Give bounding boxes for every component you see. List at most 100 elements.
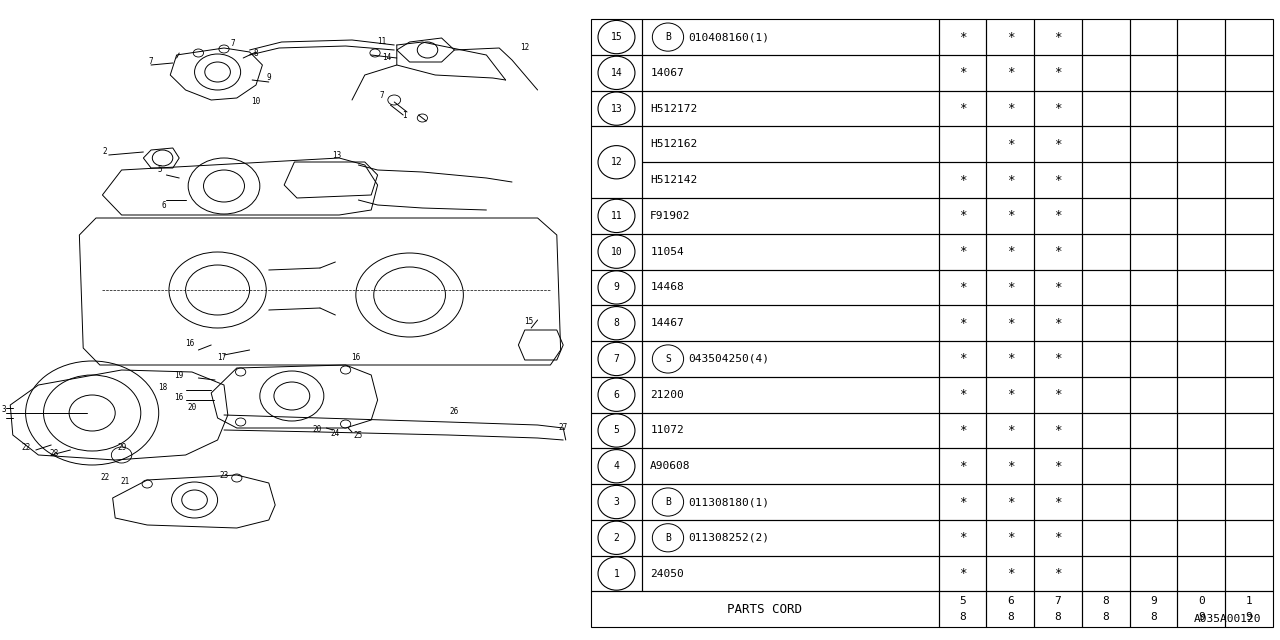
Bar xyxy=(643,269,938,305)
Text: *: * xyxy=(959,281,966,294)
Bar xyxy=(591,556,643,591)
Bar xyxy=(938,269,987,305)
Text: H512142: H512142 xyxy=(650,175,698,185)
Bar xyxy=(1225,127,1272,163)
Text: *: * xyxy=(959,424,966,437)
Text: 23: 23 xyxy=(219,470,229,479)
Text: 4: 4 xyxy=(613,461,620,471)
Bar xyxy=(643,234,938,269)
Text: 26: 26 xyxy=(449,408,460,417)
Text: *: * xyxy=(959,388,966,401)
Text: *: * xyxy=(1055,173,1062,187)
Bar xyxy=(1130,591,1178,627)
Text: 12: 12 xyxy=(611,157,622,167)
Bar xyxy=(987,163,1034,198)
Bar xyxy=(1225,377,1272,413)
Text: *: * xyxy=(1006,567,1014,580)
Bar xyxy=(1225,556,1272,591)
Bar xyxy=(643,520,938,556)
Text: 24050: 24050 xyxy=(650,568,684,579)
Bar xyxy=(1178,591,1225,627)
Bar xyxy=(1178,127,1225,163)
Text: 5: 5 xyxy=(613,426,620,435)
Bar xyxy=(987,341,1034,377)
Text: 7: 7 xyxy=(613,354,620,364)
Bar xyxy=(987,591,1034,627)
Bar xyxy=(1082,198,1130,234)
Bar xyxy=(1225,198,1272,234)
Text: *: * xyxy=(1006,173,1014,187)
Text: 2: 2 xyxy=(613,532,620,543)
Bar xyxy=(1082,305,1130,341)
Text: *: * xyxy=(959,245,966,258)
Bar xyxy=(987,305,1034,341)
Bar xyxy=(1082,591,1130,627)
Text: *: * xyxy=(959,31,966,44)
Bar xyxy=(938,234,987,269)
Text: H512162: H512162 xyxy=(650,140,698,149)
Text: *: * xyxy=(1006,531,1014,544)
Text: *: * xyxy=(1006,138,1014,151)
Bar xyxy=(1034,449,1082,484)
Bar xyxy=(643,305,938,341)
Bar xyxy=(1082,341,1130,377)
Bar xyxy=(1082,163,1130,198)
Bar xyxy=(1034,269,1082,305)
Text: *: * xyxy=(1055,460,1062,473)
Text: *: * xyxy=(959,67,966,79)
Bar xyxy=(1225,269,1272,305)
Bar xyxy=(1034,484,1082,520)
Bar xyxy=(1225,19,1272,55)
Text: 6: 6 xyxy=(1007,596,1014,607)
Text: 10: 10 xyxy=(611,246,622,257)
Bar xyxy=(987,484,1034,520)
Text: *: * xyxy=(1006,495,1014,509)
Text: 15: 15 xyxy=(524,317,534,326)
Text: 2: 2 xyxy=(102,147,108,157)
Bar xyxy=(938,127,987,163)
Text: B: B xyxy=(666,32,671,42)
Text: 9: 9 xyxy=(266,74,271,83)
Text: B: B xyxy=(666,497,671,507)
Text: 14: 14 xyxy=(381,54,392,63)
Text: 1: 1 xyxy=(1245,596,1252,607)
Bar xyxy=(591,127,643,198)
Bar xyxy=(591,449,643,484)
Bar xyxy=(938,591,987,627)
Bar xyxy=(591,234,643,269)
Text: 17: 17 xyxy=(216,353,227,362)
Bar xyxy=(1178,520,1225,556)
Bar xyxy=(1034,556,1082,591)
Text: 21: 21 xyxy=(120,477,131,486)
Text: 5: 5 xyxy=(157,166,163,175)
Text: 13: 13 xyxy=(611,104,622,114)
Bar xyxy=(591,413,643,449)
Text: 0: 0 xyxy=(1198,596,1204,607)
Text: *: * xyxy=(1055,388,1062,401)
Bar xyxy=(987,91,1034,127)
Bar xyxy=(643,449,938,484)
Text: 1: 1 xyxy=(402,111,407,120)
Text: *: * xyxy=(1006,388,1014,401)
Bar xyxy=(643,377,938,413)
Text: *: * xyxy=(1006,424,1014,437)
Text: 13: 13 xyxy=(332,150,342,159)
Text: H512172: H512172 xyxy=(650,104,698,114)
Text: 6: 6 xyxy=(613,390,620,400)
Bar xyxy=(1082,55,1130,91)
Bar xyxy=(938,377,987,413)
Text: 8: 8 xyxy=(253,49,259,58)
Text: *: * xyxy=(1006,353,1014,365)
Bar xyxy=(1034,520,1082,556)
Text: 12: 12 xyxy=(520,44,530,52)
Bar xyxy=(591,341,643,377)
Text: 18: 18 xyxy=(157,383,168,392)
Bar xyxy=(1225,55,1272,91)
Text: *: * xyxy=(1055,495,1062,509)
Text: *: * xyxy=(1006,209,1014,223)
Text: 7: 7 xyxy=(230,40,236,49)
Bar xyxy=(938,413,987,449)
Text: 14468: 14468 xyxy=(650,282,684,292)
Bar xyxy=(1034,234,1082,269)
Bar xyxy=(938,163,987,198)
